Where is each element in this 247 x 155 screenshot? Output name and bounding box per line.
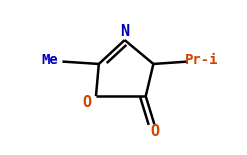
Text: Pr-i: Pr-i — [185, 53, 218, 67]
Text: O: O — [151, 124, 160, 139]
Text: Me: Me — [42, 53, 58, 67]
Text: O: O — [83, 95, 92, 110]
Text: N: N — [120, 24, 129, 39]
